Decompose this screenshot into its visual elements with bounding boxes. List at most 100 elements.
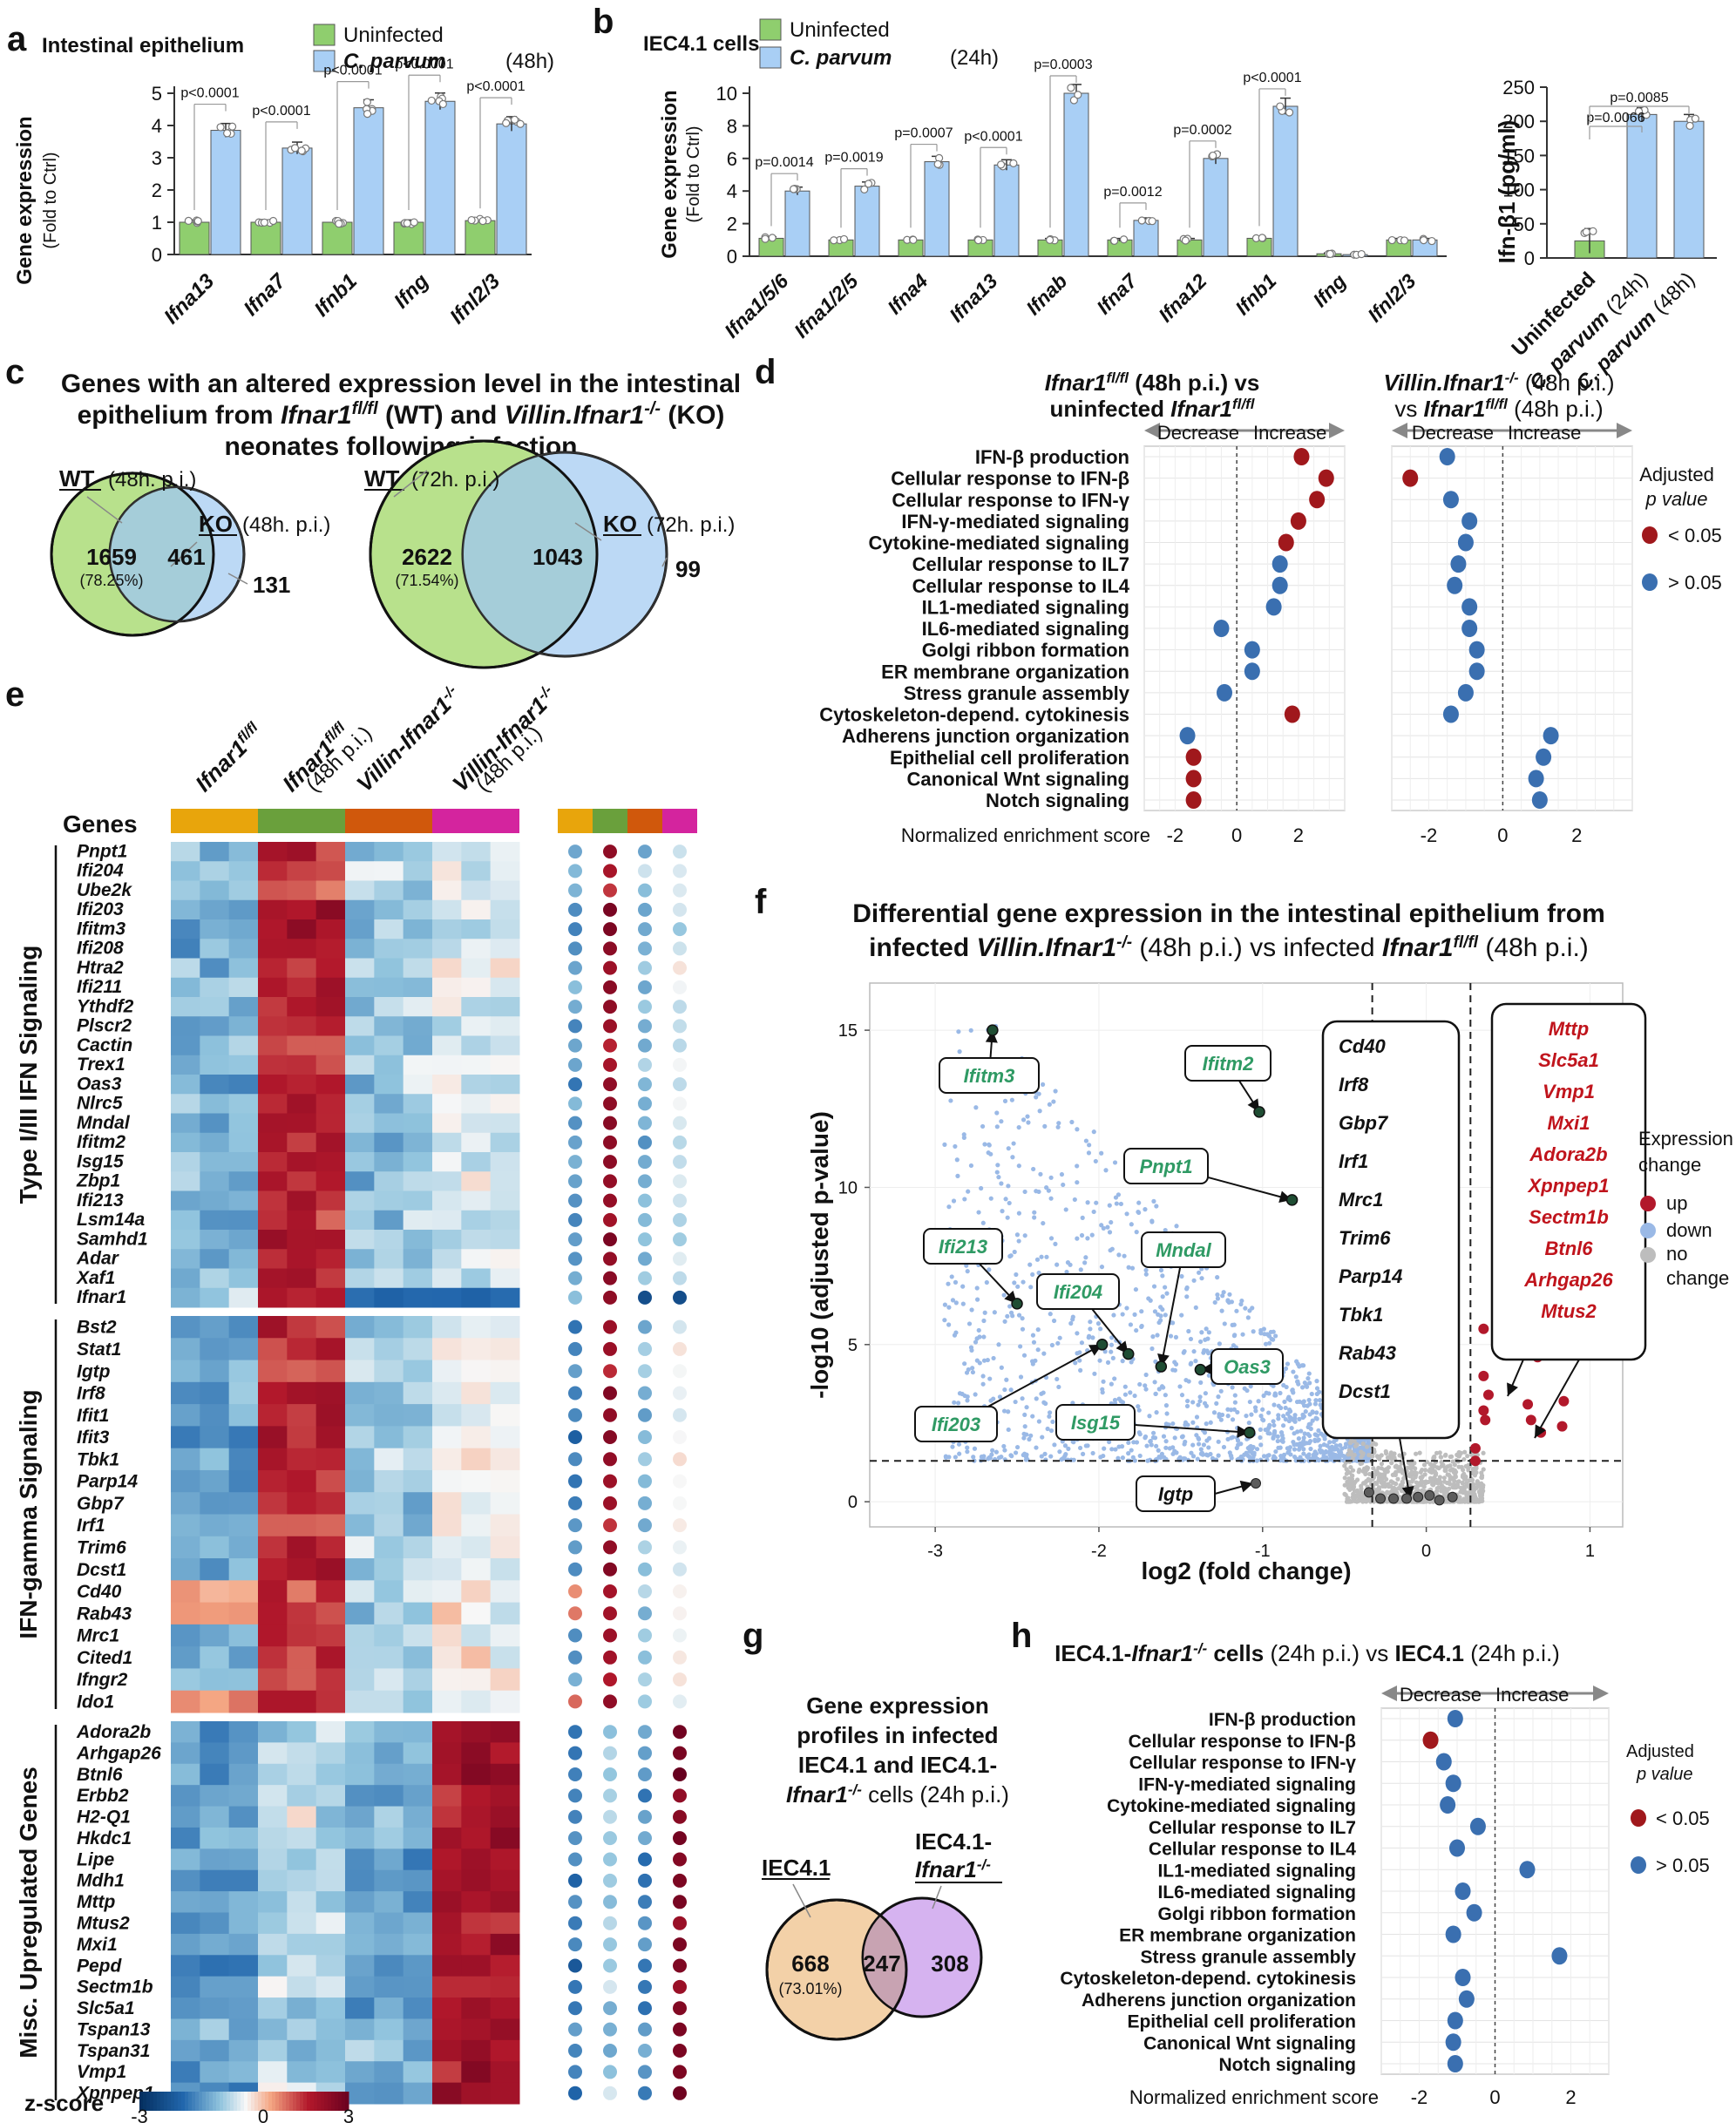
f-point-down (1042, 1451, 1048, 1456)
e-mean-dot (568, 960, 582, 975)
f-nochange-Cd40: Cd40 (1339, 1035, 1387, 1057)
e-cell (374, 1998, 404, 2019)
f-point-down (962, 1361, 967, 1367)
e-mean-dot (638, 1319, 652, 1334)
e-cell (490, 958, 520, 979)
e-cell (258, 1230, 288, 1250)
data-dot (1685, 121, 1694, 130)
e-cell (403, 1827, 433, 1849)
e-mean-dot (603, 902, 617, 917)
f-point-down (1303, 1408, 1308, 1414)
increase-label-d2: Increase (1508, 422, 1581, 444)
e-mean-dot (603, 1831, 617, 1846)
f-point-down (981, 1334, 987, 1340)
f-point-down (1217, 1341, 1222, 1346)
e-mean-dot (603, 864, 617, 878)
venn-right-wt-time: (72h. p.i.) (411, 468, 499, 492)
e-cell (432, 1763, 462, 1786)
f-point-down (1310, 1418, 1315, 1423)
e-cell (258, 1360, 288, 1383)
e-zscale-cell (241, 2092, 245, 2111)
e-cell (403, 1249, 433, 1269)
f-point-nochange (1422, 1468, 1428, 1473)
e-gene-label-Ifitm2: Ifitm2 (77, 1132, 125, 1152)
e-mean-dot (603, 1341, 617, 1356)
d1-dot-8 (1213, 620, 1230, 637)
e-mean-dot (568, 1251, 582, 1266)
f-point-down (1154, 1410, 1159, 1415)
d1-dot-1 (1318, 469, 1334, 487)
f-point-nochange (1476, 1489, 1482, 1495)
f-point-down (1172, 1367, 1177, 1373)
f-point-nochange (1465, 1454, 1470, 1459)
f-point-down (1109, 1219, 1114, 1225)
f-point-down (1280, 1423, 1286, 1428)
e-cell (287, 958, 317, 979)
f-point-down (1321, 1442, 1327, 1448)
f-point-nochange (1418, 1475, 1423, 1480)
e-cell (315, 1316, 346, 1339)
e-cell (171, 1580, 200, 1604)
ytick-label-a: 4 (152, 115, 162, 137)
f-point-down (1273, 1448, 1278, 1455)
f-nochange-Irf1: Irf1 (1339, 1150, 1368, 1172)
f-point-labeled-Isg15 (1244, 1427, 1256, 1439)
e-cell (374, 1646, 404, 1669)
f-point-down (1054, 1376, 1060, 1382)
data-dot (223, 129, 232, 138)
f-point-down (1075, 1351, 1080, 1356)
f-point-down (1258, 1427, 1263, 1432)
e-zscale-cell (248, 2092, 252, 2111)
e-cell (287, 1055, 317, 1075)
e-gene-label-Zbp1: Zbp1 (76, 1171, 120, 1191)
f-point-down (1020, 1396, 1025, 1401)
e-mean-dot (673, 1788, 687, 1803)
h-pathway-15: Canonical Wnt signaling (1143, 2033, 1356, 2053)
f-point-down (1122, 1253, 1127, 1258)
e-cell (461, 977, 492, 998)
e-cell (374, 899, 404, 920)
e-mean-dot (603, 1540, 617, 1555)
d1-dot-16 (1185, 791, 1202, 809)
f-point-down (1103, 1168, 1109, 1173)
legend-uninfected-b: Uninfected (790, 18, 890, 42)
f-point-down (1264, 1390, 1269, 1395)
e-cell (315, 1210, 346, 1231)
e-section-label-2: Misc. Upregulated Genes (15, 1767, 42, 2059)
f-point-down (1002, 1319, 1007, 1324)
f-point-down (980, 1123, 986, 1129)
e-cell (432, 1742, 462, 1765)
f-point-down (996, 1175, 1001, 1180)
e-cell (287, 1827, 317, 1849)
f-point-down (980, 1374, 986, 1379)
data-dot (1634, 107, 1644, 116)
e-cell (461, 1869, 492, 1892)
e-cell (461, 1536, 492, 1559)
f-point-down (1051, 1318, 1057, 1324)
e-cell (461, 1933, 492, 1956)
e-mean-dot (673, 1290, 687, 1305)
f-point-up-10 (1480, 1414, 1491, 1426)
e-gene-label-Parp14: Parp14 (77, 1472, 138, 1492)
f-point-down (1128, 1322, 1134, 1327)
f-point-down (1190, 1420, 1196, 1425)
leader (393, 470, 428, 498)
venn-left-ko-time: (48h. p.i.) (242, 513, 330, 537)
f-point-down (1260, 1407, 1265, 1412)
e-cell (403, 1742, 433, 1765)
e-cell (200, 1016, 230, 1036)
e-cell (200, 880, 230, 901)
f-point-down (1272, 1391, 1278, 1396)
e-cell (315, 2018, 346, 2041)
f-box-Oas3 (1210, 1348, 1284, 1385)
f-point-down (997, 1394, 1003, 1400)
f-label-Ifi204: Ifi204 (1054, 1281, 1102, 1303)
f-point-down (1161, 1434, 1167, 1439)
f-point-down (1151, 1198, 1156, 1204)
e-cell (258, 1055, 288, 1075)
e-cell (171, 1268, 200, 1289)
f-point-down (942, 1302, 948, 1307)
f-point-down (1006, 1184, 1011, 1189)
f-point-down (1045, 1426, 1050, 1432)
e-cell (490, 1558, 520, 1581)
